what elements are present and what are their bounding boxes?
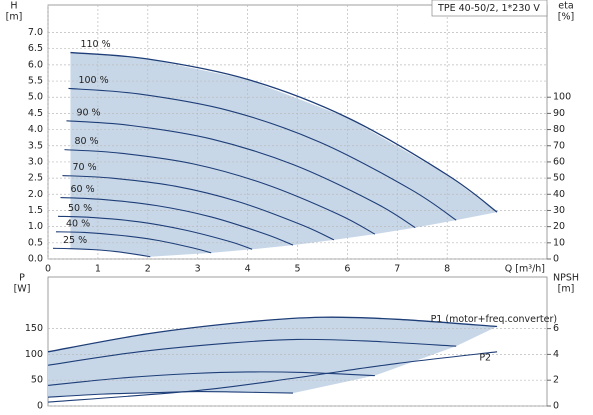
series-label: 60 % (70, 184, 94, 195)
series-label: P1 (motor+freq.converter) (431, 314, 558, 325)
y2-tick-label: 50 (553, 173, 565, 184)
series-line (47, 338, 457, 366)
series-line (66, 120, 416, 229)
y-tick-label: 3.5 (28, 140, 43, 151)
y2-tick-label: 80 (553, 124, 565, 135)
x-axis-label: Q [m³/h] (505, 264, 545, 275)
series-line (64, 149, 376, 235)
series-label: 100 % (78, 75, 108, 86)
series-label: 110 % (80, 39, 110, 50)
y2-tick-label: 4 (553, 349, 559, 360)
y2-tick-label: 2 (553, 375, 559, 386)
y2-tick-label: 70 (553, 140, 565, 151)
x-tick-label: 6 (344, 264, 350, 275)
x-tick-label: 5 (294, 264, 300, 275)
y2-axis-label: eta (558, 1, 573, 12)
y-tick-label: 4.5 (28, 108, 43, 119)
x-tick-label: 4 (245, 264, 251, 275)
series-label: P2 (479, 352, 491, 363)
y-tick-label: 0 (37, 401, 43, 412)
y2-axis-label: [m] (558, 284, 575, 295)
y-tick-label: 1.0 (28, 221, 43, 232)
series-label: 90 % (76, 107, 100, 118)
y-tick-label: 6.5 (28, 43, 43, 54)
y2-axis-label: NPSH (553, 273, 579, 284)
y-tick-label: 0.5 (28, 237, 43, 248)
operating-range (52, 52, 498, 257)
series-line (62, 174, 335, 241)
series-label: 50 % (68, 203, 92, 214)
y2-tick-label: 90 (553, 108, 565, 119)
x-tick-label: 8 (444, 264, 450, 275)
y-axis-label: H (10, 1, 17, 12)
series-line (55, 231, 212, 254)
chart-title: TPE 40-50/2, 1*230 V (437, 3, 540, 14)
y2-axis-label: [%] (558, 12, 574, 23)
y-tick-label: 50 (31, 375, 43, 386)
x-tick-label: 0 (45, 264, 51, 275)
y-tick-label: 5.5 (28, 76, 43, 87)
series-label: 40 % (66, 218, 90, 229)
series-line (47, 371, 375, 386)
y2-tick-label: 30 (553, 205, 565, 216)
y2-tick-label: 100 (553, 92, 571, 103)
y-tick-label: 2.0 (28, 189, 43, 200)
y-axis-label: [W] (14, 284, 31, 295)
series-line (52, 247, 151, 258)
series-line (47, 351, 498, 403)
x-tick-label: 3 (195, 264, 201, 275)
y-tick-label: 3.0 (28, 156, 43, 167)
series-line (47, 316, 498, 353)
y-tick-label: 2.5 (28, 173, 43, 184)
series-label: 70 % (72, 162, 96, 173)
y2-tick-label: 60 (553, 156, 565, 167)
y-tick-label: 150 (25, 323, 43, 334)
y-tick-label: 6.0 (28, 59, 43, 70)
y2-tick-label: 20 (553, 221, 565, 232)
title-box (431, 0, 548, 17)
y2-tick-label: 40 (553, 189, 565, 200)
y-axis-label: [m] (6, 12, 23, 23)
y-tick-label: 100 (25, 349, 43, 360)
series-line (68, 87, 457, 221)
series-line (57, 215, 253, 250)
x-tick-label: 1 (95, 264, 101, 275)
y-tick-label: 4.0 (28, 124, 43, 135)
x-tick-label: 2 (145, 264, 151, 275)
operating-range (48, 317, 498, 398)
y-tick-label: 1.5 (28, 205, 43, 216)
y2-tick-label: 0 (553, 401, 559, 412)
y-tick-label: 5.0 (28, 92, 43, 103)
x-tick-label: 7 (394, 264, 400, 275)
series-line (60, 196, 294, 246)
y2-tick-label: 6 (553, 323, 559, 334)
y-tick-label: 7.0 (28, 27, 43, 38)
series-label: 25 % (63, 235, 87, 246)
series-label: 80 % (74, 136, 98, 147)
y2-tick-label: 10 (553, 237, 565, 248)
y2-tick-label: 0 (553, 254, 559, 265)
y-axis-label: P (19, 273, 25, 284)
series-line (70, 51, 498, 213)
y-tick-label: 0.0 (28, 254, 43, 265)
